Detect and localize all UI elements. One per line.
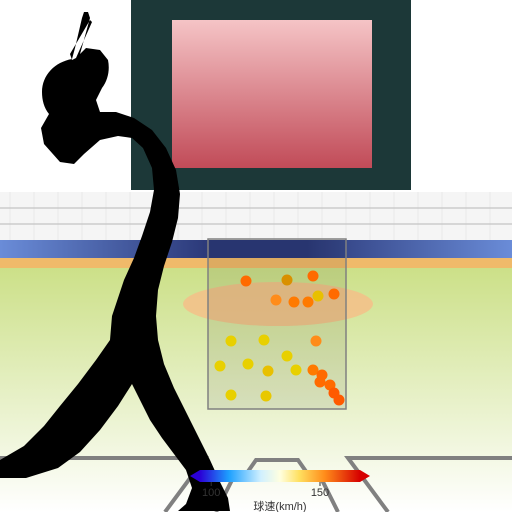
pitch-marker	[261, 391, 272, 402]
legend-tick: 100	[202, 487, 220, 499]
pitch-marker	[311, 336, 322, 347]
pitch-marker	[289, 297, 300, 308]
pitch-marker	[226, 336, 237, 347]
pitch-location-chart: 100 150 球速(km/h)	[0, 0, 512, 512]
pitch-marker	[282, 351, 293, 362]
legend-tick: 150	[311, 487, 329, 499]
pitch-marker	[329, 289, 340, 300]
pitch-marker	[315, 377, 326, 388]
pitch-marker	[308, 271, 319, 282]
pitch-marker	[241, 276, 252, 287]
pitch-marker	[226, 390, 237, 401]
pitch-marker	[271, 295, 282, 306]
pitch-marker	[282, 275, 293, 286]
scoreboard-screen	[172, 20, 372, 168]
speed-colorbar	[200, 470, 360, 482]
pitch-marker	[259, 335, 270, 346]
pitch-marker	[334, 395, 345, 406]
pitch-marker	[243, 359, 254, 370]
pitch-marker	[291, 365, 302, 376]
pitch-marker	[303, 297, 314, 308]
pitch-marker	[215, 361, 226, 372]
pitch-marker	[263, 366, 274, 377]
legend-label: 球速(km/h)	[253, 499, 306, 512]
pitch-marker	[313, 291, 324, 302]
